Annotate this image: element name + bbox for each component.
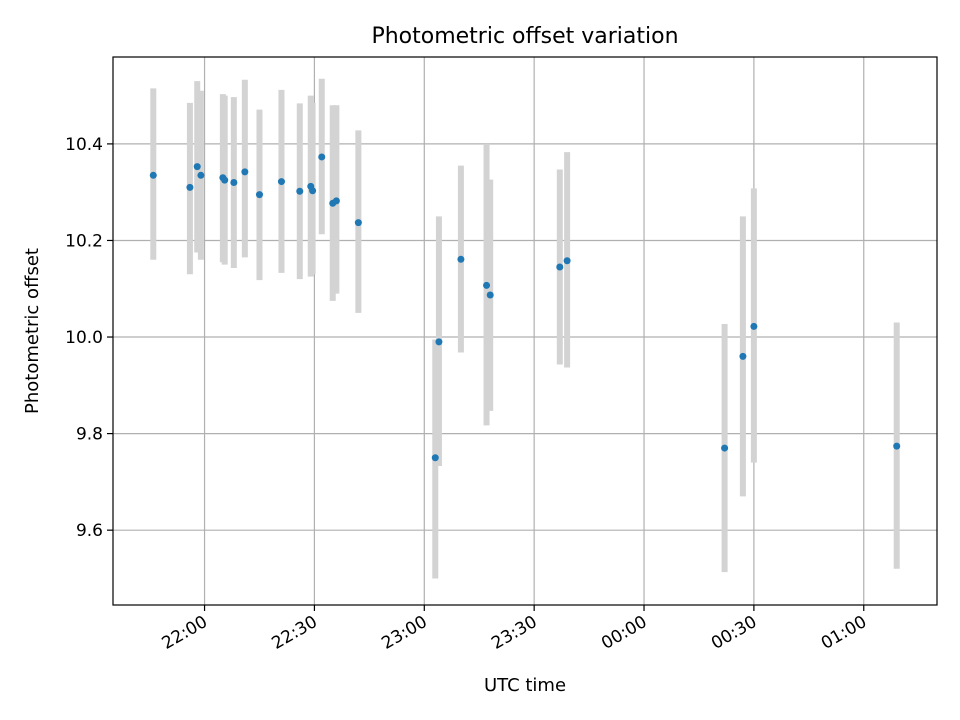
data-point [457,255,465,263]
data-point [309,187,317,195]
data-point [750,322,758,330]
data-point [556,263,564,271]
data-points [149,153,901,462]
data-point [563,257,571,265]
chart-title: Photometric offset variation [371,24,678,49]
plot-area [113,57,937,605]
data-point [354,219,362,227]
y-tick-label: 10.2 [65,231,103,251]
plot-frame [112,56,938,606]
data-point [721,444,729,452]
y-tick-label: 10.4 [65,135,103,155]
y-axis-label: Photometric offset [22,248,43,414]
data-point [193,163,201,171]
data-point [221,176,229,184]
y-tick-label: 9.6 [76,521,103,541]
data-point [483,281,491,289]
data-point [255,191,263,199]
data-point [435,338,443,346]
data-point [431,454,439,462]
data-point [186,183,194,191]
data-point [318,153,326,161]
y-tick-label: 10.0 [65,328,103,348]
data-point [332,197,340,205]
data-point [296,187,304,195]
data-point [739,352,747,360]
data-point [149,171,157,179]
data-point [486,291,494,299]
data-point [197,171,205,179]
data-point [241,168,249,176]
data-point [893,442,901,450]
data-point [230,179,238,187]
y-axis: 9.6 9.8 10.0 10.2 10.4 [65,135,113,541]
x-axis-label: UTC time [484,675,566,696]
data-point [277,178,285,186]
y-tick-label: 9.8 [76,425,103,445]
